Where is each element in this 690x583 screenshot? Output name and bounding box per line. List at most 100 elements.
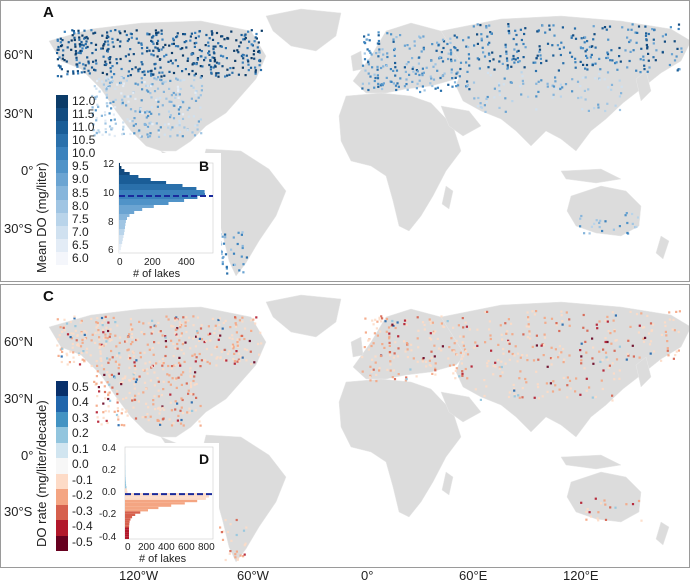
lake-dot (92, 129, 95, 132)
lake-dot (141, 112, 144, 115)
lake-dot (594, 77, 597, 80)
lake-dot (250, 43, 253, 46)
lake-dot (380, 320, 383, 323)
lake-dot (203, 359, 206, 362)
lake-dot (626, 221, 629, 225)
lake-dot (157, 131, 161, 134)
lake-dot (361, 87, 364, 90)
lat-label-30s-c: 30°S (4, 504, 33, 519)
lake-dot (224, 47, 227, 50)
lake-dot (158, 406, 161, 409)
lake-dot (122, 77, 125, 80)
lake-dot (251, 44, 254, 47)
lake-dot (503, 77, 506, 80)
lake-dot (163, 55, 166, 58)
lake-dot (120, 67, 123, 71)
lake-dot (428, 359, 431, 362)
lake-dot (157, 49, 161, 52)
lake-dot (224, 75, 227, 78)
lake-dot (95, 375, 98, 378)
lake-dot (151, 40, 154, 43)
lake-dot (191, 354, 194, 357)
lake-dot (417, 346, 420, 349)
colorbar-swatch (56, 520, 68, 536)
lake-dot (59, 41, 62, 44)
lake-dot (108, 335, 111, 338)
colorbar-swatch (56, 489, 68, 505)
lake-dot (71, 342, 74, 346)
lake-dot (213, 56, 216, 60)
lake-dot (97, 77, 101, 80)
lat-label-30s: 30°S (4, 221, 33, 236)
lake-dot (605, 28, 608, 31)
lake-dot (187, 389, 190, 392)
lake-dot (194, 124, 197, 127)
lake-dot (585, 377, 588, 380)
lake-dot (504, 97, 507, 100)
lake-dot (195, 335, 198, 338)
lake-dot (174, 400, 177, 403)
lake-dot (417, 62, 420, 65)
lake-dot (60, 75, 63, 78)
lake-dot (618, 345, 621, 348)
lake-dot (128, 120, 131, 123)
lake-dot (645, 43, 648, 47)
lake-dot (95, 87, 98, 90)
lake-dot (372, 368, 375, 371)
lake-dot (604, 351, 608, 354)
lake-dot (180, 418, 183, 422)
lake-dot (639, 58, 642, 61)
lake-dot (548, 24, 551, 27)
lake-dot (187, 73, 191, 76)
lake-dot (550, 363, 553, 366)
lake-dot (242, 54, 245, 57)
lake-dot (233, 352, 236, 355)
lake-dot (540, 344, 543, 347)
lake-dot (405, 63, 408, 66)
lake-dot (159, 96, 162, 99)
lake-dot (607, 366, 610, 369)
lake-dot (103, 319, 106, 322)
lake-dot (499, 55, 502, 58)
lake-dot (413, 44, 416, 47)
lake-dot (223, 38, 226, 41)
lake-dot (175, 318, 179, 321)
lake-dot (677, 330, 680, 334)
lake-dot (95, 132, 98, 135)
lake-dot (626, 352, 629, 356)
lake-dot (194, 91, 197, 94)
lake-dot (76, 70, 79, 73)
lake-dot (466, 353, 470, 356)
lake-dot (108, 133, 111, 136)
lake-dot (222, 242, 226, 245)
lake-dot (189, 374, 192, 377)
lake-dot (189, 381, 192, 384)
lake-dot (521, 387, 524, 390)
lake-dot (449, 41, 452, 44)
histogram-bar (125, 490, 128, 493)
lake-dot (497, 358, 500, 362)
lake-dot (538, 50, 541, 53)
lake-dot (120, 383, 123, 386)
lake-dot (196, 124, 199, 127)
lake-dot (456, 49, 459, 52)
lake-dot (385, 317, 389, 321)
colorbar-tick-label: 8.0 (72, 198, 89, 213)
lake-dot (187, 392, 190, 395)
histogram-bar (119, 172, 130, 175)
lake-dot (91, 113, 94, 117)
lake-dot (509, 322, 513, 325)
lake-dot (410, 349, 413, 352)
lake-dot (161, 104, 164, 107)
lake-dot (521, 396, 524, 399)
lake-dot (546, 365, 549, 368)
histogram-bar (119, 229, 125, 232)
lake-dot (677, 27, 680, 31)
lake-dot (175, 333, 178, 336)
lake-dot (241, 61, 244, 64)
lake-dot (374, 355, 377, 358)
lake-dot (449, 37, 452, 40)
lake-dot (243, 34, 246, 37)
lake-dot (113, 118, 116, 121)
lake-dot (59, 326, 62, 329)
